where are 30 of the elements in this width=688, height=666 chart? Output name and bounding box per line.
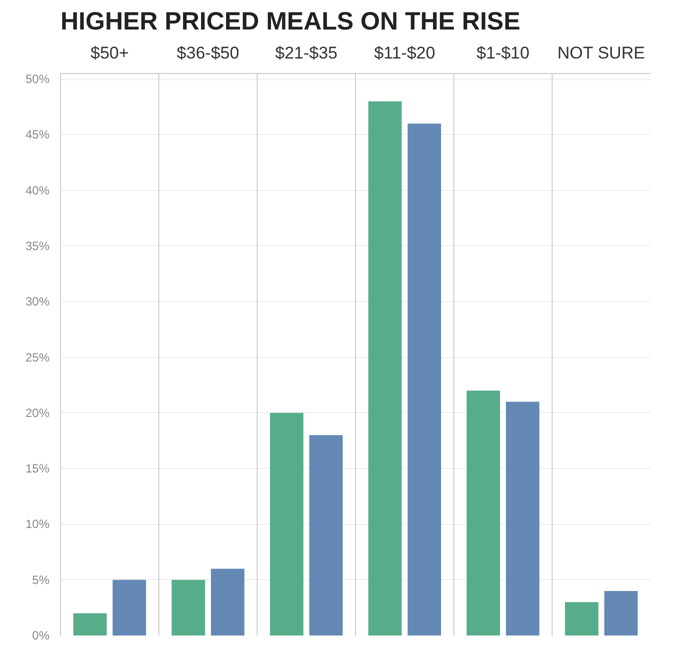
bar <box>408 124 442 636</box>
bar <box>368 101 402 636</box>
y-tick-label: 45% <box>25 128 50 142</box>
y-tick-label: 50% <box>25 72 50 86</box>
y-tick-label: 25% <box>25 350 50 364</box>
chart-title: HIGHER PRICED MEALS ON THE RISE <box>60 8 520 36</box>
bar <box>466 390 500 636</box>
y-tick-label: 35% <box>25 238 50 253</box>
y-tick-label: 30% <box>25 294 50 309</box>
y-tick-label: 10% <box>25 517 50 532</box>
y-tick-label: 15% <box>25 462 50 476</box>
bar <box>309 435 343 636</box>
bar <box>172 580 206 636</box>
bar <box>73 613 107 636</box>
x-tick-label: $11-$20 <box>374 44 436 62</box>
y-tick-label: 0% <box>32 628 50 642</box>
y-tick-label: 20% <box>25 406 50 420</box>
y-tick-label: 40% <box>25 183 50 198</box>
bar <box>564 602 598 636</box>
bar <box>604 590 638 636</box>
x-tick-label: $21-$35 <box>275 44 338 62</box>
x-tick-label: $1-$10 <box>476 44 530 62</box>
x-tick-label: NOT SURE <box>557 44 645 62</box>
bar <box>506 402 540 636</box>
bar <box>270 412 304 636</box>
bar <box>112 580 146 636</box>
bar <box>210 568 244 636</box>
y-tick-label: 5% <box>32 572 50 587</box>
x-tick-label: $36-$50 <box>176 44 240 62</box>
x-tick-label: $50+ <box>90 44 129 62</box>
